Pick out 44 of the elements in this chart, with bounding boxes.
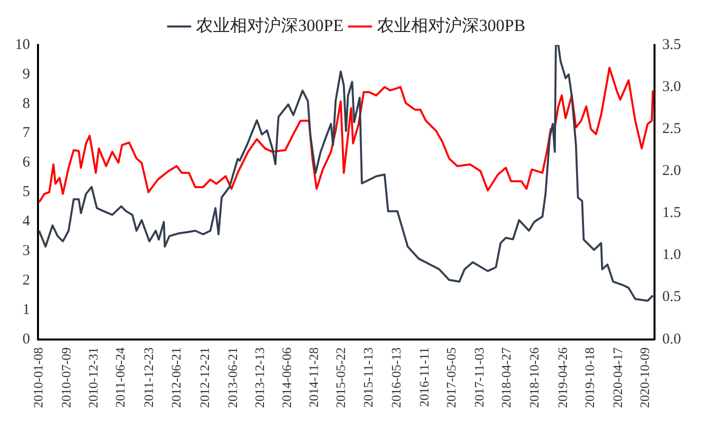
x-tick-label: 2013-06-21 (225, 347, 240, 408)
y2-tick-label: 3.0 (662, 78, 681, 95)
x-tick-label: 2017-05-05 (444, 347, 458, 408)
x-tick-label: 2015-05-22 (333, 347, 348, 408)
x-tick-label: 2018-10-26 (526, 346, 542, 408)
x-tick-label: 2010-07-09 (58, 347, 74, 408)
x-tick-label: 2012-06-21 (168, 347, 184, 408)
y2-tick-label: 0.0 (662, 331, 681, 348)
y-tick-label: 10 (15, 36, 30, 53)
y-tick-label: 9 (22, 66, 30, 82)
legend-label: 农业相对沪深300PE (196, 16, 344, 35)
y-tick-label: 8 (22, 96, 30, 112)
y-tick-label: 1 (22, 302, 30, 318)
y2-tick-label: 1.0 (662, 247, 681, 264)
x-tick-label: 2011-06-24 (112, 346, 128, 408)
x-tick-label: 2014-11-28 (306, 347, 322, 408)
x-tick-label: 2016-05-13 (388, 347, 404, 408)
y-tick-label: 2 (22, 272, 30, 288)
x-tick-label: 2019-04-26 (554, 346, 570, 408)
x-tick-label: 2011-12-23 (140, 347, 156, 408)
y-tick-label: 0 (22, 331, 30, 348)
x-tick-label: 2010-12-31 (86, 347, 101, 408)
x-tick-label: 2017-11-03 (472, 347, 487, 408)
y-tick-label: 7 (22, 125, 30, 142)
x-tick-label: 2014-06-06 (279, 346, 294, 408)
y-tick-label: 5 (22, 184, 30, 200)
y2-tick-label: 0.5 (662, 289, 681, 306)
x-tick-label: 2016-11-11 (416, 347, 432, 408)
y2-tick-label: 1.5 (662, 205, 681, 222)
y-tick-label: 4 (22, 214, 30, 230)
y2-tick-label: 2.0 (662, 163, 681, 180)
y-tick-label: 3 (22, 242, 30, 259)
x-tick-label: 2020-04-17 (610, 346, 625, 408)
y2-tick-label: 2.5 (662, 121, 681, 138)
legend-label: 农业相对沪深300PB (377, 16, 526, 35)
x-tick-label: 2010-01-08 (30, 347, 46, 408)
x-tick-label: 2020-10-09 (637, 347, 652, 408)
x-tick-label: 2012-12-21 (197, 347, 212, 408)
y2-tick-label: 3.5 (662, 36, 681, 53)
x-tick-label: 2018-04-27 (498, 346, 514, 408)
x-tick-label: 2015-11-13 (360, 347, 376, 408)
x-tick-label: 2019-10-18 (582, 347, 597, 408)
y-tick-label: 6 (22, 154, 30, 171)
x-tick-label: 2013-12-13 (252, 347, 268, 408)
